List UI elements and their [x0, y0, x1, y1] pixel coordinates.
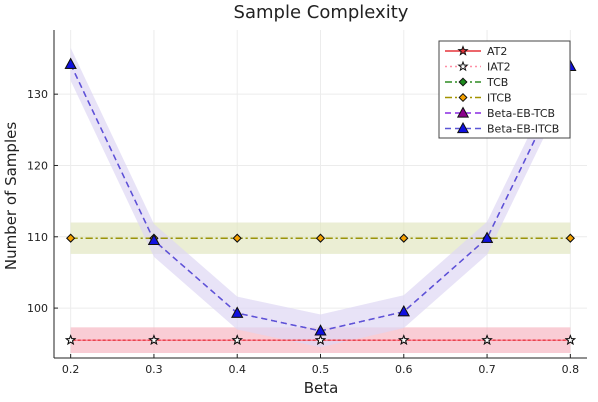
x-tick-label: 0.7 — [478, 363, 496, 376]
legend-label-beta-eb-tcb: Beta-EB-TCB — [487, 107, 555, 120]
point-beta-eb-itcb — [480, 231, 494, 243]
legend-marker-at2 — [457, 45, 469, 56]
x-tick-label: 0.2 — [62, 363, 80, 376]
point-beta-eb-itcb — [147, 233, 161, 245]
point-iat2 — [65, 334, 77, 345]
band-beta-eb-tcb — [70, 47, 571, 348]
y-tick-label: 100 — [27, 302, 48, 315]
point-itcb — [232, 233, 242, 243]
legend-label-iat2: IAT2 — [487, 61, 511, 74]
point-beta-eb-itcb — [314, 324, 327, 336]
y-tick-label: 120 — [27, 159, 48, 172]
legend-marker-itcb — [458, 92, 468, 103]
point-iat2 — [481, 334, 493, 345]
point-iat2 — [231, 334, 243, 345]
legend-label-tcb: TCB — [486, 76, 508, 89]
point-beta-eb-itcb — [397, 305, 410, 317]
y-tick-label: 110 — [27, 231, 48, 244]
series-markers — [64, 57, 577, 345]
legend-marker-beta-eb-tcb — [456, 106, 470, 118]
point-iat2 — [148, 334, 160, 345]
legend-marker-beta-eb-itcb — [456, 121, 470, 134]
band-beta-eb-itcb — [70, 47, 571, 348]
legend: AT2 IAT2 TCB ITCB Beta-EB-TCB Beta-EB-ITCB — [438, 40, 571, 139]
point-iat2 — [314, 334, 327, 345]
y-tick-label: 130 — [27, 88, 48, 101]
point-itcb — [565, 233, 575, 243]
legend-label-at2: AT2 — [487, 45, 507, 58]
x-axis-title: Beta — [304, 379, 339, 397]
y-axis-title: Number of Samples — [2, 122, 20, 270]
x-tick-label: 0.8 — [562, 363, 580, 376]
chart-title: Sample Complexity — [234, 2, 409, 23]
x-tick-label: 0.3 — [145, 363, 163, 376]
legend-label-beta-eb-itcb: Beta-EB-ITCB — [487, 123, 559, 136]
axes — [53, 30, 587, 359]
legend-marker-iat2 — [457, 60, 469, 72]
x-tick-label: 0.4 — [228, 363, 246, 376]
point-beta-eb-itcb — [64, 57, 77, 69]
point-iat2 — [564, 334, 576, 345]
point-itcb — [399, 233, 409, 243]
tick-labels: 0.2 0.3 0.4 0.5 0.6 0.7 0.8 100 110 120 130 — [27, 88, 579, 376]
point-itcb — [66, 233, 76, 243]
point-itcb — [315, 233, 326, 243]
legend-label-itcb: ITCB — [487, 92, 512, 105]
legend-marker-tcb — [458, 77, 468, 87]
point-beta-eb-itcb — [231, 306, 244, 318]
x-tick-label: 0.6 — [395, 363, 413, 376]
point-iat2 — [398, 334, 410, 345]
legend-box — [438, 40, 571, 139]
x-tick-label: 0.5 — [312, 363, 330, 376]
